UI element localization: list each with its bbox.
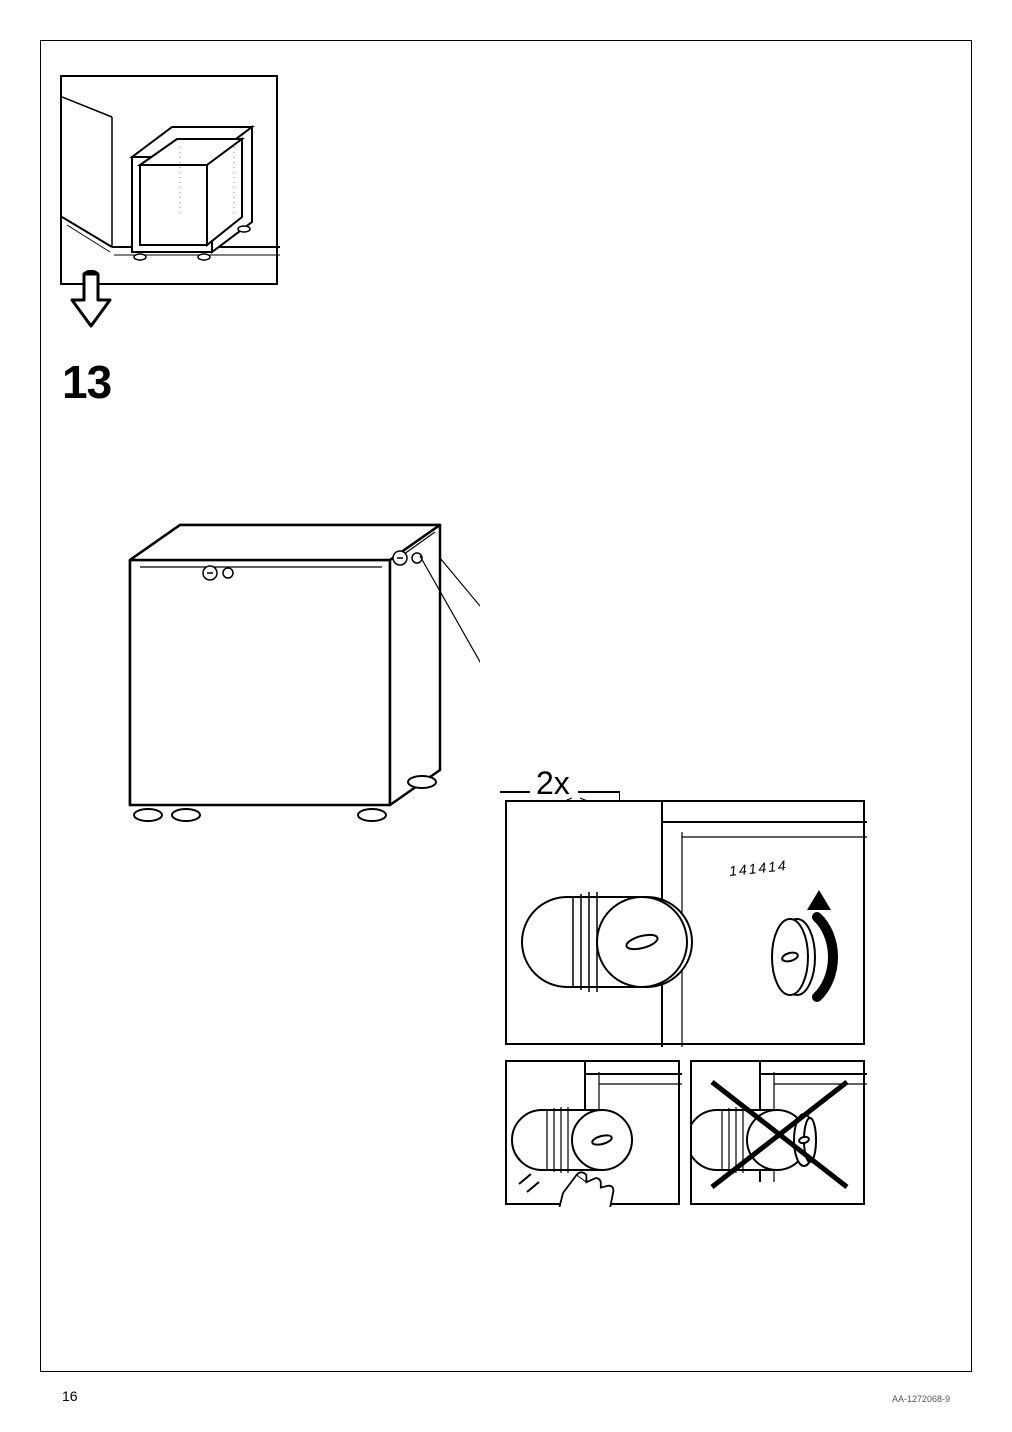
correct-svg [507,1062,682,1207]
sub-panel-incorrect [690,1060,865,1205]
context-cabinet-svg [62,77,280,287]
step-number: 13 [62,355,111,409]
detail-panel: 141414 [505,800,865,1045]
detail-cam-svg [507,802,867,1047]
incorrect-svg [692,1062,867,1207]
sub-panel-correct [505,1060,680,1205]
down-arrow-icon [68,270,114,330]
page-number: 16 [62,1388,78,1404]
context-panel [60,75,278,285]
document-code: AA-1272068-9 [892,1394,950,1404]
main-cabinet-svg [100,500,480,860]
